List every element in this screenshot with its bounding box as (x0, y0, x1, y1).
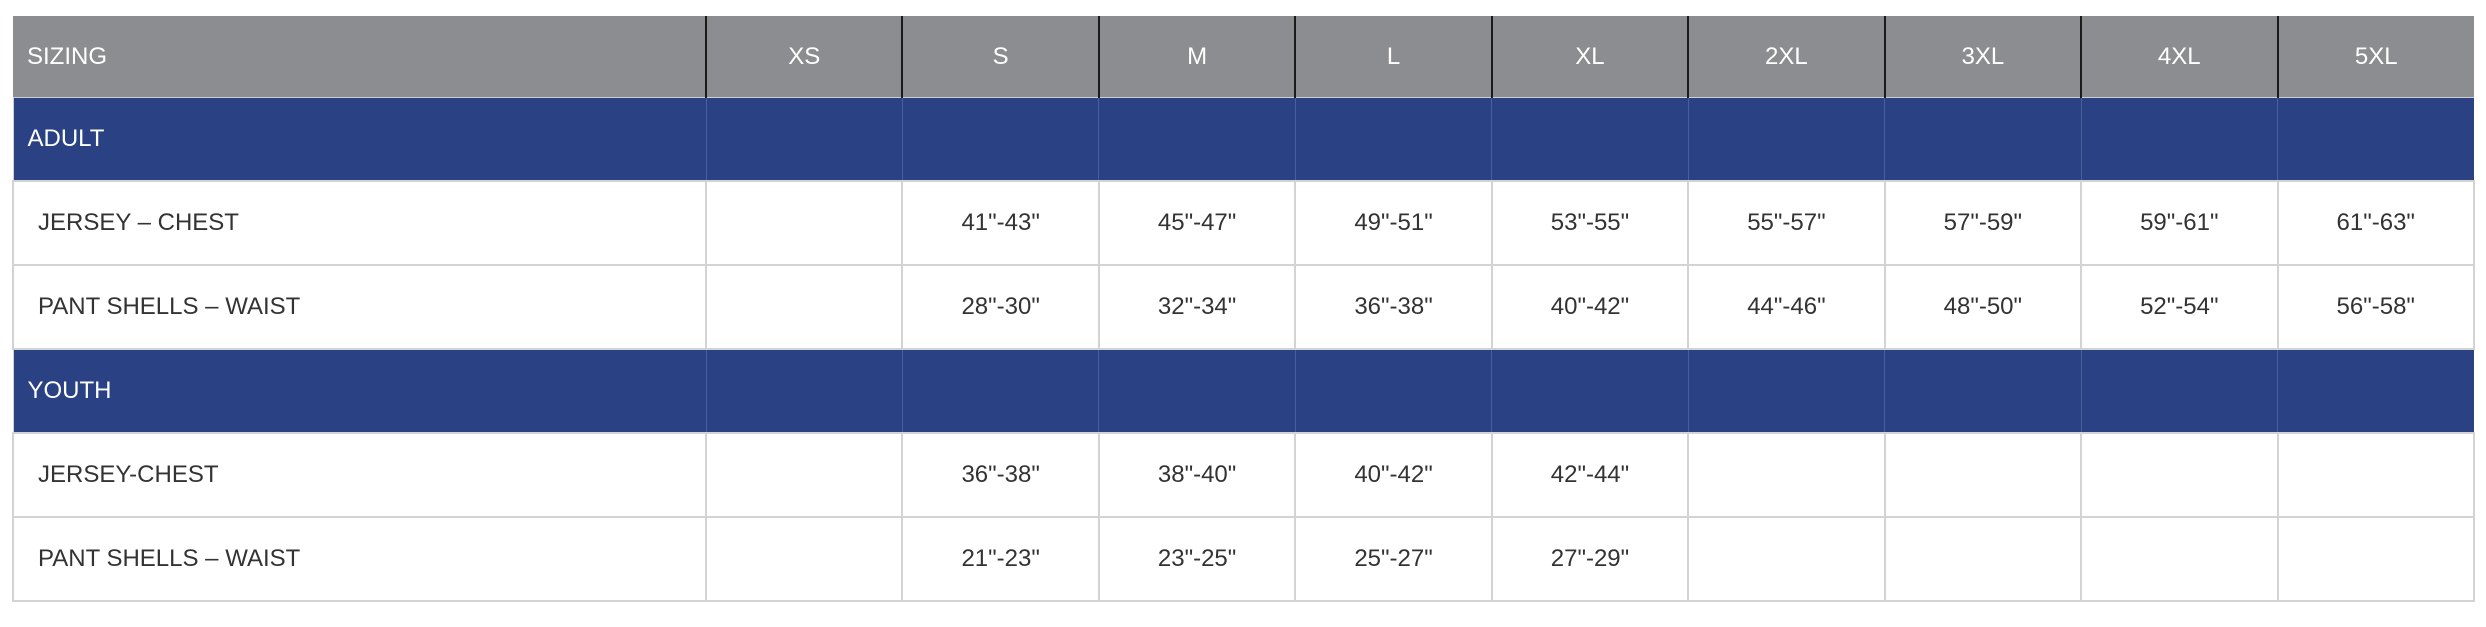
row-label: PANT SHELLS – WAIST (12, 264, 707, 350)
section-cell (1098, 97, 1296, 181)
size-cell: 52"-54" (2080, 264, 2279, 350)
header-size-l: L (1294, 16, 1492, 98)
header-size-3xl: 3XL (1883, 16, 2082, 98)
size-cell: 61"-63" (2276, 180, 2475, 266)
size-cell: 56"-58" (2276, 264, 2475, 350)
size-cell (704, 264, 904, 350)
section-cell (1294, 348, 1492, 433)
size-cell (2276, 516, 2475, 602)
sizing-table: SIZING XS S M L XL 2XL 3XL 4XL 5XL ADULT JERSEY – … (12, 16, 2475, 602)
section-cell (901, 97, 1099, 181)
size-cell: 55"-57" (1687, 180, 1886, 266)
size-cell: 44"-46" (1687, 264, 1886, 350)
header-size-m: M (1097, 16, 1296, 98)
size-cell: 41"-43" (901, 180, 1100, 266)
header-row: SIZING XS S M L XL 2XL 3XL 4XL 5XL (13, 16, 2474, 98)
section-row-adult: ADULT (12, 97, 2474, 181)
size-cell: 59"-61" (2080, 180, 2279, 266)
header-size-xs: XS (704, 16, 903, 98)
size-cell: 40"-42" (1490, 264, 1690, 350)
size-cell: 48"-50" (1883, 264, 2083, 350)
header-size-2xl: 2XL (1687, 16, 1885, 98)
size-cell: 45"-47" (1097, 180, 1297, 266)
size-cell: 57"-59" (1883, 180, 2083, 266)
section-label: ADULT (12, 97, 706, 181)
size-cell (2080, 432, 2279, 518)
size-cell: 49"-51" (1294, 180, 1493, 266)
section-cell (705, 97, 903, 181)
size-cell (704, 432, 904, 518)
size-cell: 21"-23" (901, 516, 1100, 602)
size-cell: 32"-34" (1097, 264, 1297, 350)
size-cell: 25"-27" (1294, 516, 1493, 602)
header-sizing: SIZING (13, 16, 706, 98)
size-cell: 53"-55" (1490, 180, 1690, 266)
size-cell (1687, 516, 1886, 602)
section-cell (1687, 97, 1885, 181)
table-row: JERSEY-CHEST 36"-38" 38"-40" 40"-42" 42"-44" (12, 432, 2475, 518)
size-cell: 36"-38" (901, 432, 1100, 518)
section-label: YOUTH (12, 348, 706, 433)
size-cell: 23"-25" (1097, 516, 1297, 602)
header-size-5xl: 5XL (2276, 16, 2474, 98)
section-cell (1687, 348, 1885, 433)
size-cell (2080, 516, 2279, 602)
size-cell (2276, 432, 2475, 518)
row-label: PANT SHELLS – WAIST (12, 516, 707, 602)
size-cell: 42"-44" (1490, 432, 1690, 518)
section-cell (1884, 97, 2082, 181)
size-cell (1883, 432, 2083, 518)
header-size-4xl: 4XL (2080, 16, 2278, 98)
section-cell (1491, 97, 1689, 181)
size-cell (1883, 516, 2083, 602)
header-size-xl: XL (1490, 16, 1689, 98)
size-cell (704, 516, 904, 602)
section-cell (1098, 348, 1296, 433)
section-cell (2277, 348, 2474, 433)
size-cell (704, 180, 904, 266)
row-label: JERSEY-CHEST (12, 432, 707, 518)
section-cell (2277, 97, 2474, 181)
section-cell (2080, 348, 2278, 433)
size-cell: 28"-30" (901, 264, 1100, 350)
section-cell (1491, 348, 1689, 433)
header-size-s: S (901, 16, 1099, 98)
row-label: JERSEY – CHEST (12, 180, 707, 266)
size-cell: 38"-40" (1097, 432, 1297, 518)
section-row-youth: YOUTH (12, 348, 2474, 433)
table-row: JERSEY – CHEST 41"-43" 45"-47" 49"-51" 53"-5… (12, 180, 2475, 266)
size-cell: 27"-29" (1490, 516, 1690, 602)
table-row: PANT SHELLS – WAIST 28"-30" 32"-34" 36"-38"… (12, 264, 2475, 350)
section-cell (705, 348, 903, 433)
size-cell (1687, 432, 1886, 518)
section-cell (2080, 97, 2278, 181)
section-cell (901, 348, 1099, 433)
section-cell (1294, 97, 1492, 181)
section-cell (1884, 348, 2082, 433)
size-cell: 36"-38" (1294, 264, 1493, 350)
size-cell: 40"-42" (1294, 432, 1493, 518)
table-row: PANT SHELLS – WAIST 21"-23" 23"-25" 25"-27"… (12, 516, 2475, 602)
